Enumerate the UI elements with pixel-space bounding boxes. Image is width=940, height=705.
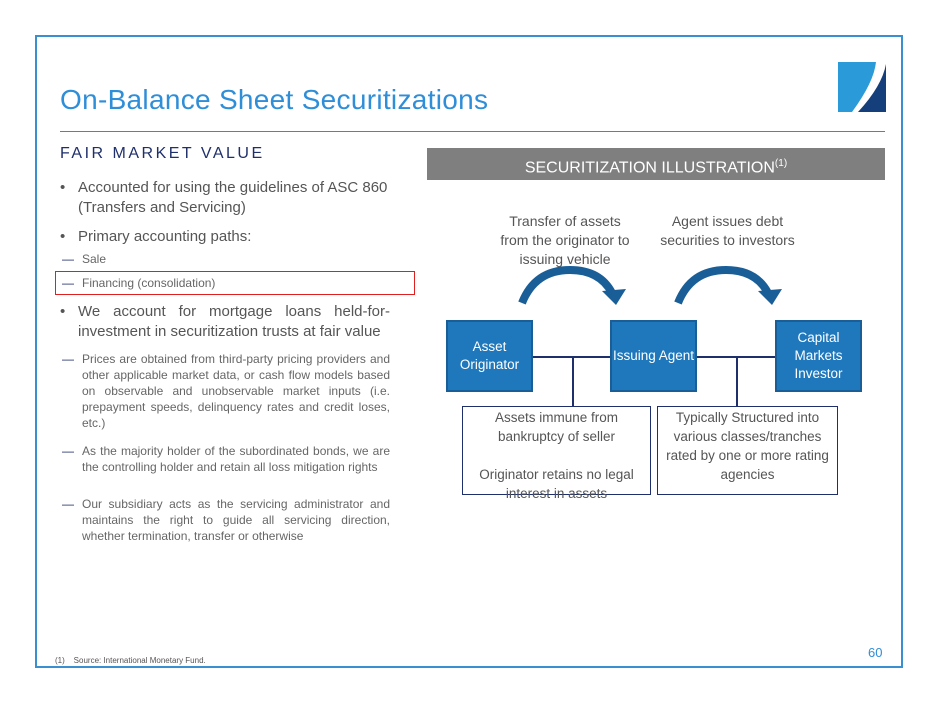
- node-asset-originator: Asset Originator: [446, 320, 533, 392]
- bullet: • We account for mortgage loans held-for-…: [60, 303, 390, 340]
- arrow-transfer-icon: [518, 265, 616, 305]
- page-title: On-Balance Sheet Securitizations: [60, 84, 489, 115]
- path-item: — Sale: [62, 252, 107, 266]
- illustration-header: SECURITIZATION ILLUSTRATION(1): [427, 148, 885, 180]
- connector: [572, 356, 574, 407]
- bullet: • Primary accounting paths:: [60, 228, 252, 245]
- logo-icon: [838, 62, 886, 112]
- caption-issue: Agent issues debt securities to investor…: [660, 213, 795, 248]
- sub-bullet: — As the majority holder of the subordina…: [62, 444, 390, 474]
- page-number: 60: [868, 645, 883, 660]
- path-item: — Financing (consolidation): [62, 276, 216, 290]
- caption-transfer: Transfer of assets from the originator t…: [500, 213, 630, 267]
- sub-bullet: — Our subsidiary acts as the servicing ad…: [62, 497, 390, 543]
- arrow-issue-icon: [674, 265, 772, 305]
- connector: [736, 356, 738, 407]
- node-capital-markets-investor: Capital Markets Investor: [775, 320, 862, 392]
- section-heading: FAIR MARKET VALUE: [60, 145, 265, 162]
- slide-frame: [35, 35, 903, 668]
- title-divider: [60, 131, 885, 132]
- sub-bullet: — Prices are obtained from third-party pr…: [62, 352, 390, 430]
- highlight-box: [55, 271, 415, 295]
- flow-arrows: [518, 265, 782, 305]
- bullet: • Accounted for using the guidelines of A…: [60, 179, 388, 216]
- note-originator: Assets immune from bankruptcy of seller …: [462, 406, 651, 501]
- note-structure: Typically Structured into various classe…: [657, 406, 838, 495]
- connector: [533, 356, 610, 358]
- node-issuing-agent: Issuing Agent: [610, 320, 697, 392]
- footnote: (1) Source: International Monetary Fund.: [55, 656, 206, 665]
